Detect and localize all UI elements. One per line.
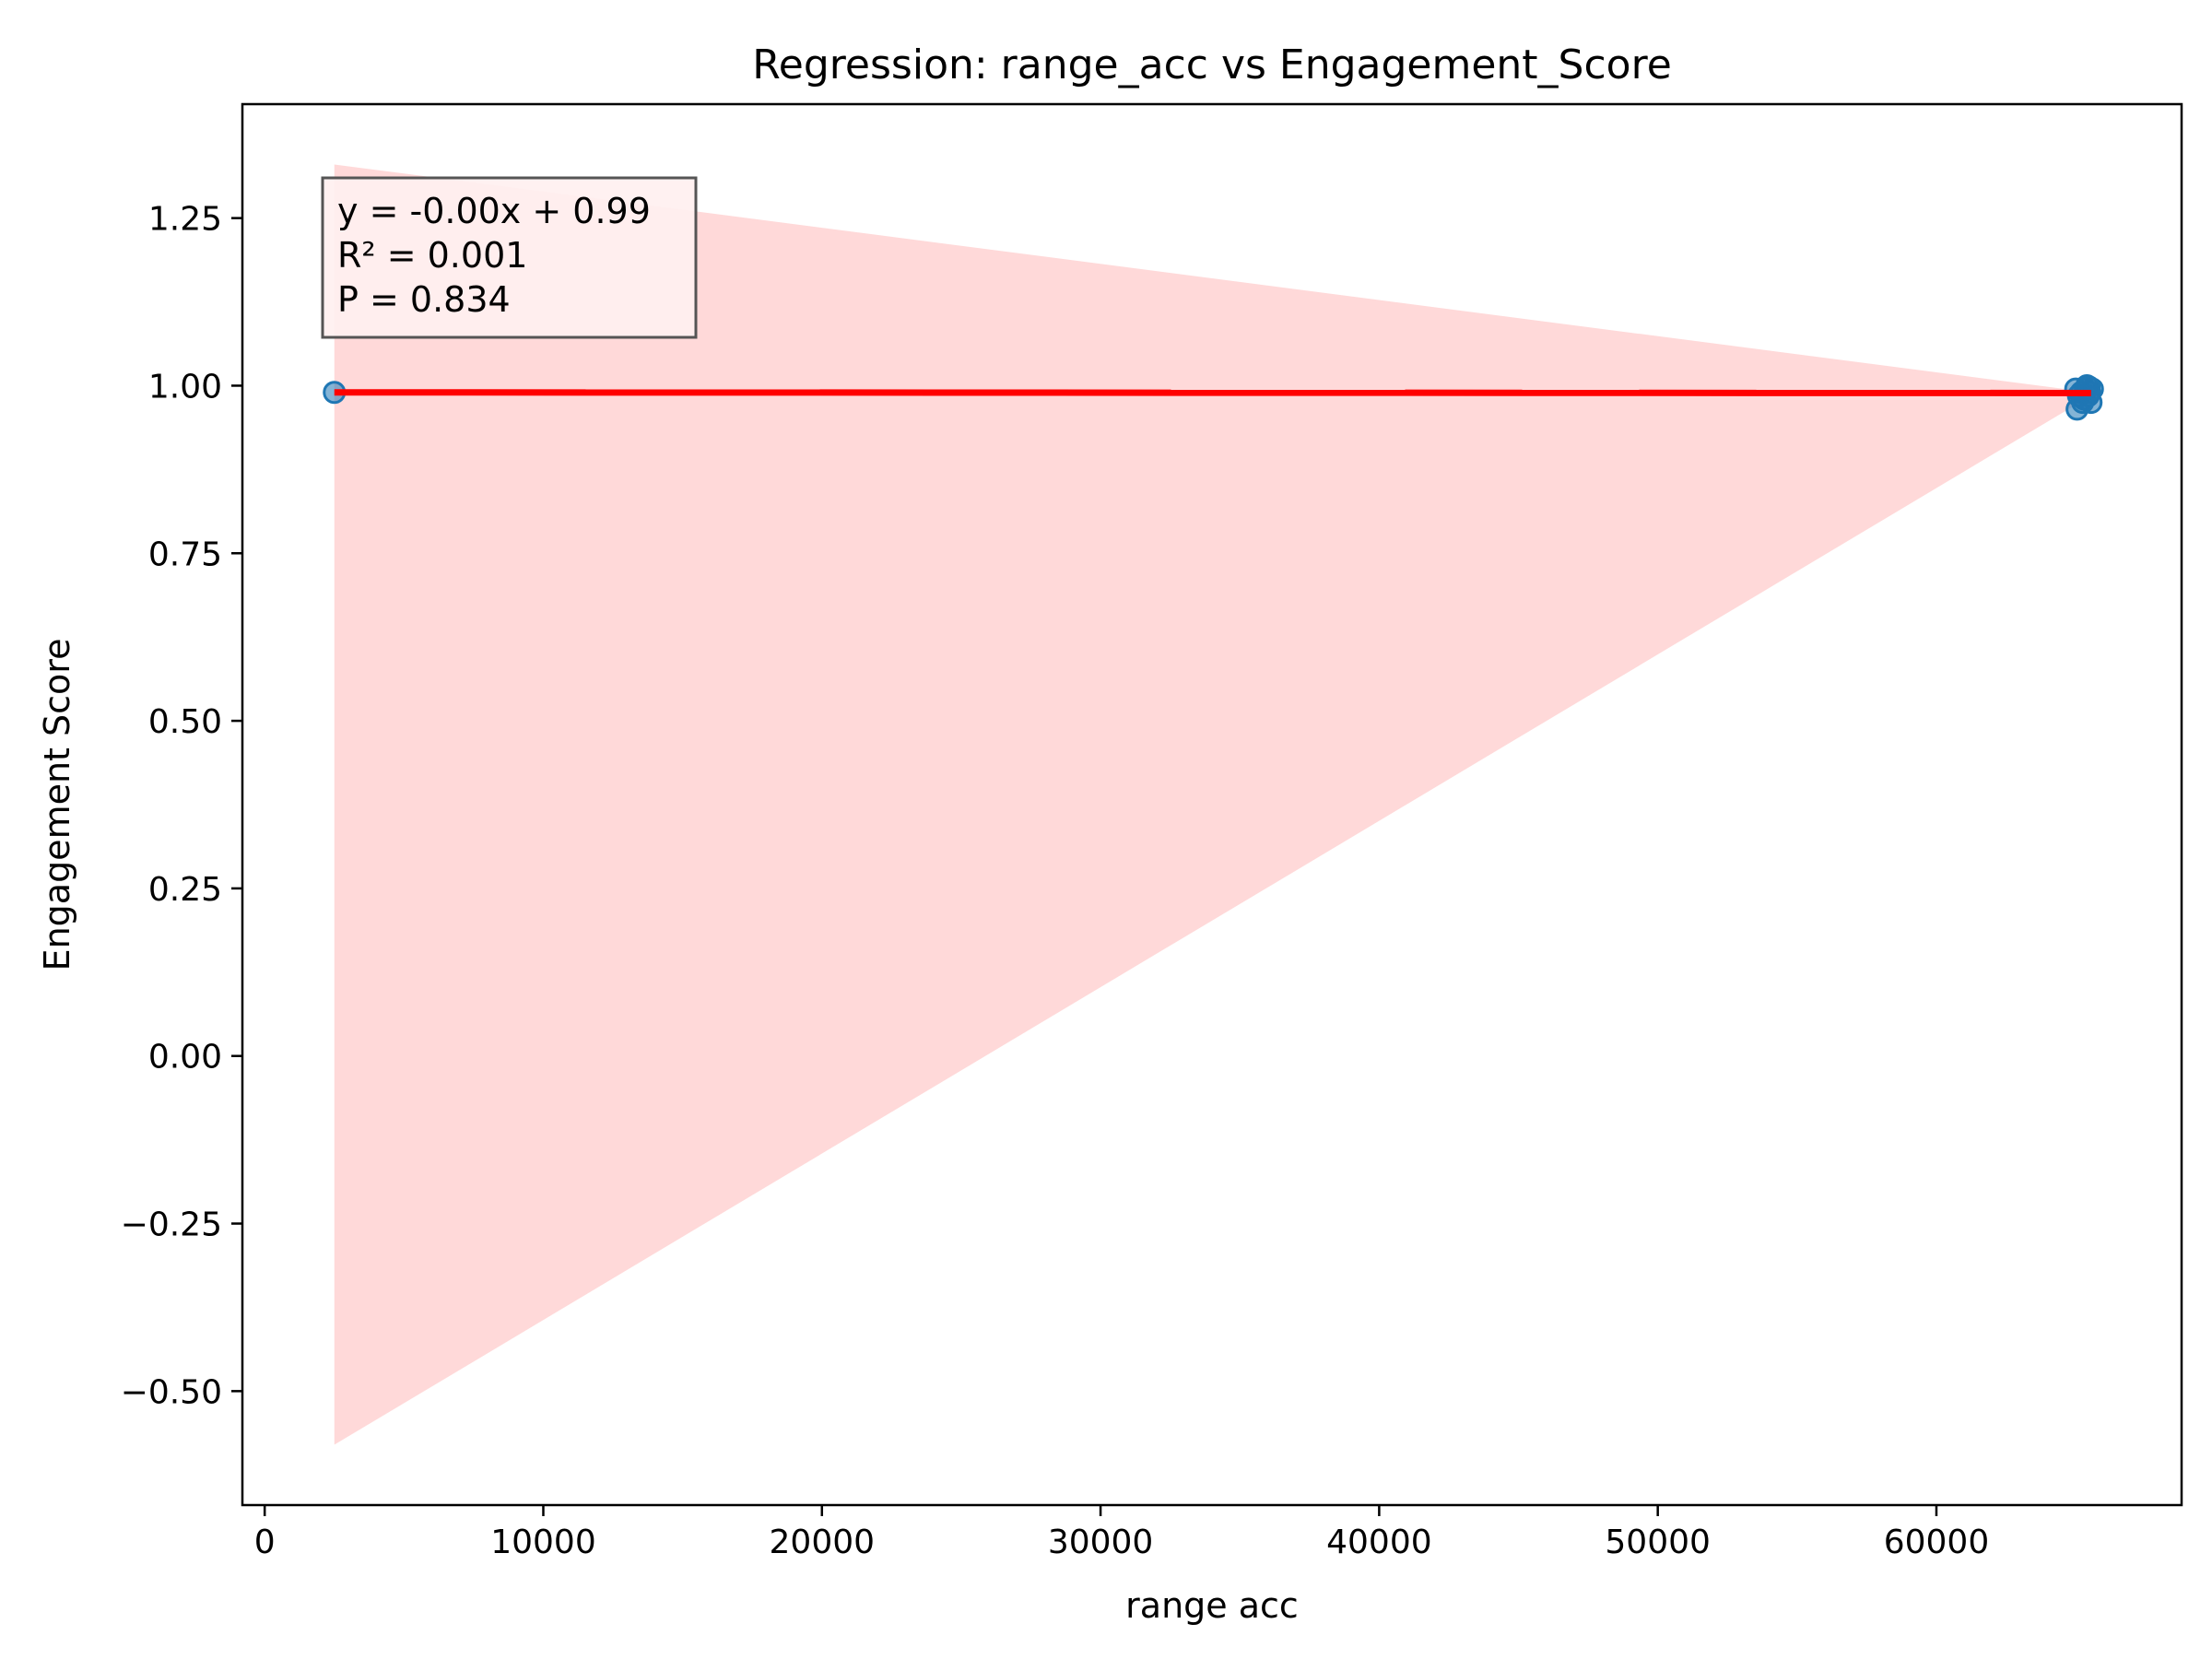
annotation-line: y = -0.00x + 0.99 bbox=[337, 191, 651, 231]
x-tick-label: 10000 bbox=[490, 1524, 596, 1561]
x-tick-label: 30000 bbox=[1048, 1524, 1154, 1561]
regression-line bbox=[334, 389, 2091, 396]
x-tick-label: 60000 bbox=[1884, 1524, 1990, 1561]
x-axis-label: range acc bbox=[1125, 1585, 1299, 1626]
y-tick-label: 0.00 bbox=[148, 1039, 222, 1077]
y-tick-label: 0.50 bbox=[148, 703, 222, 741]
chart-title: Regression: range_acc vs Engagement_Scor… bbox=[752, 41, 1672, 88]
x-tick-label: 40000 bbox=[1326, 1524, 1432, 1561]
y-tick-label: 1.25 bbox=[148, 201, 222, 239]
y-tick-label: 1.00 bbox=[148, 368, 222, 406]
x-tick-label: 20000 bbox=[770, 1524, 876, 1561]
y-tick-label: −0.25 bbox=[121, 1206, 222, 1244]
plot-frame bbox=[241, 102, 2183, 1507]
annotation-line: R² = 0.001 bbox=[337, 235, 527, 276]
y-axis-label: Engagement Score bbox=[37, 639, 77, 971]
y-tick-label: 0.75 bbox=[148, 535, 222, 573]
x-tick-label: 50000 bbox=[1605, 1524, 1711, 1561]
y-tick-label: −0.50 bbox=[121, 1373, 222, 1411]
x-tick-label: 0 bbox=[254, 1524, 276, 1561]
confidence-band bbox=[334, 164, 2091, 1445]
annotation-line: P = 0.834 bbox=[337, 279, 511, 320]
annotation-box bbox=[321, 176, 698, 339]
plot-area: 0 10000 20000 30000 40000 50000 60000 −0.50 −0.2… bbox=[121, 102, 2183, 1561]
y-tick-label: 0.25 bbox=[148, 871, 222, 909]
